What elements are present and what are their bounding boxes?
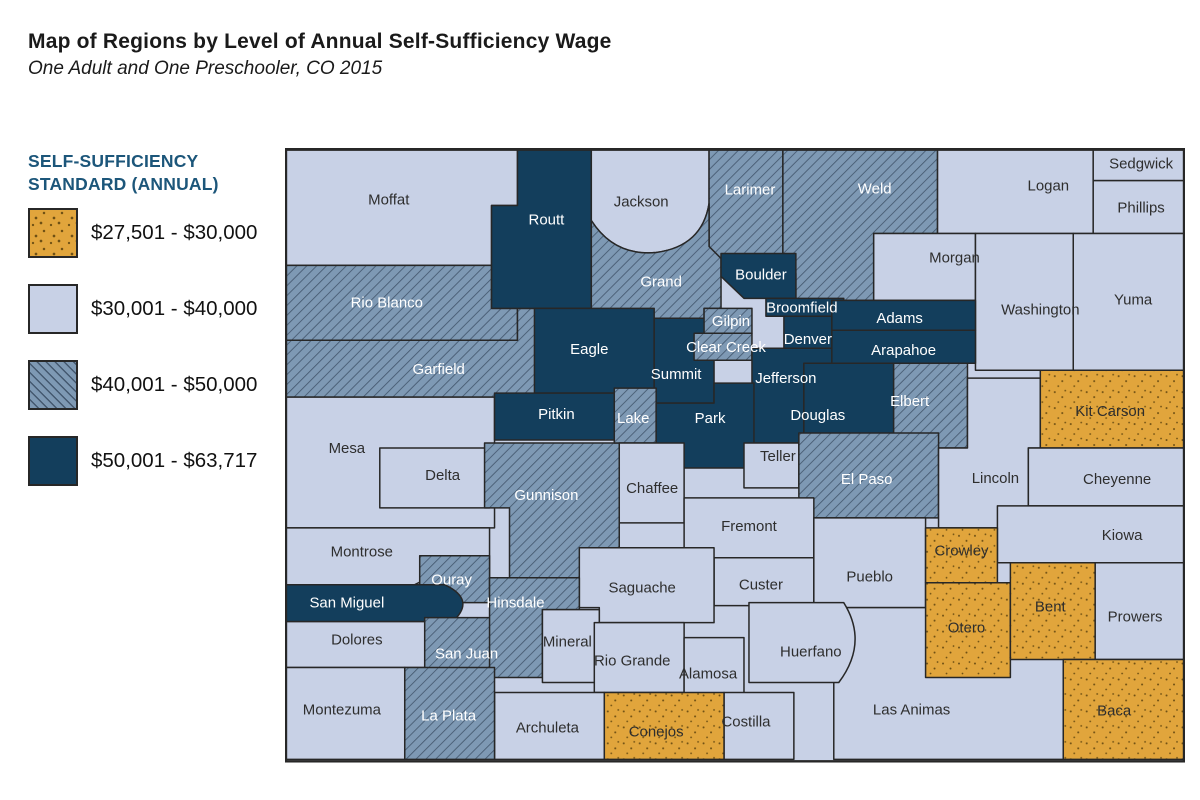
county-label-delta: Delta	[425, 467, 461, 484]
legend-swatch-hatch-3	[28, 359, 78, 410]
county-label-larimer: Larimer	[725, 182, 776, 199]
county-label-chaffee: Chaffee	[626, 480, 678, 497]
county-label-grand: Grand	[640, 273, 682, 290]
county-label-boulder: Boulder	[735, 266, 787, 283]
county-label-layer: Moffat Rio Blanco Garfield Mesa Delta Montros…	[303, 156, 1174, 741]
county-label-custer: Custer	[739, 577, 783, 594]
county-label-moffat: Moffat	[368, 192, 410, 209]
county-label-gunnison: Gunnison	[514, 487, 578, 504]
county-label-gilpin: Gilpin	[712, 313, 750, 330]
county-label-rio-blanco: Rio Blanco	[351, 294, 423, 311]
county-label-hinsdale: Hinsdale	[486, 595, 544, 612]
county-morgan	[872, 232, 977, 302]
state-border	[284, 148, 1186, 763]
county-label-jefferson: Jefferson	[755, 370, 816, 387]
title-block: Map of Regions by Level of Annual Self-S…	[28, 30, 612, 80]
county-label-logan: Logan	[1028, 178, 1070, 195]
county-label-crowley: Crowley	[934, 543, 989, 560]
colorado-county-map: Moffat Rio Blanco Garfield Mesa Delta Montros…	[284, 147, 1186, 763]
legend-item-4: $50,001 - $63,717	[28, 435, 278, 486]
county-label-teller: Teller	[760, 448, 796, 465]
county-label-montezuma: Montezuma	[303, 701, 382, 718]
county-label-clear-creek: Clear Creek	[686, 339, 766, 356]
county-label-prowers: Prowers	[1108, 609, 1163, 626]
legend-range-label: $30,001 - $40,000	[91, 296, 258, 320]
county-label-kiowa: Kiowa	[1102, 527, 1143, 544]
county-label-las-animas: Las Animas	[873, 701, 950, 718]
county-pueblo	[813, 517, 927, 609]
county-label-broomfield: Broomfield	[766, 299, 837, 316]
county-label-yuma: Yuma	[1114, 291, 1153, 308]
county-label-conejos: Conejos	[629, 723, 684, 740]
county-label-summit: Summit	[651, 366, 703, 383]
county-label-kit-carson: Kit Carson	[1075, 403, 1145, 420]
county-label-weld: Weld	[858, 181, 892, 198]
county-label-dolores: Dolores	[331, 632, 383, 649]
map-container: Moffat Rio Blanco Garfield Mesa Delta Montros…	[284, 147, 1186, 763]
county-label-arapahoe: Arapahoe	[871, 342, 936, 359]
county-label-otero: Otero	[948, 620, 985, 637]
county-label-sedgwick: Sedgwick	[1109, 156, 1174, 173]
county-label-denver: Denver	[784, 331, 832, 348]
county-label-ouray: Ouray	[431, 572, 472, 589]
county-label-phillips: Phillips	[1117, 200, 1164, 217]
legend-item-3: $40,001 - $50,000	[28, 359, 278, 410]
legend-swatch-solid-4	[28, 435, 78, 486]
county-label-routt: Routt	[529, 211, 566, 228]
county-label-huerfano: Huerfano	[780, 644, 842, 661]
legend-range-label: $50,001 - $63,717	[91, 448, 258, 472]
county-label-alamosa: Alamosa	[679, 665, 738, 682]
legend: SELF-SUFFICIENCY STANDARD (ANNUAL) $27,5…	[28, 150, 278, 512]
county-douglas	[803, 362, 895, 444]
county-label-adams: Adams	[876, 310, 923, 327]
legend-range-label: $27,501 - $30,000	[91, 220, 258, 244]
county-label-pitkin: Pitkin	[538, 406, 575, 423]
county-label-eagle: Eagle	[570, 341, 608, 358]
county-label-jackson: Jackson	[614, 194, 669, 211]
legend-swatch-dots-1	[28, 207, 78, 258]
legend-item-1: $27,501 - $30,000	[28, 207, 278, 258]
legend-title: SELF-SUFFICIENCY STANDARD (ANNUAL)	[28, 151, 219, 194]
county-label-lincoln: Lincoln	[972, 470, 1019, 487]
map-title: Map of Regions by Level of Annual Self-S…	[28, 30, 612, 53]
county-label-la-plata: La Plata	[421, 707, 477, 724]
county-label-washington: Washington	[1001, 301, 1079, 318]
county-label-mesa: Mesa	[329, 440, 366, 457]
county-label-douglas: Douglas	[790, 407, 845, 424]
county-label-elbert: Elbert	[890, 393, 930, 410]
county-label-morgan: Morgan	[929, 249, 980, 266]
county-label-bent: Bent	[1035, 599, 1067, 616]
county-layer	[284, 147, 1186, 763]
county-label-park: Park	[695, 410, 726, 427]
county-label-cheyenne: Cheyenne	[1083, 471, 1151, 488]
county-huerfano	[748, 601, 856, 684]
county-label-pueblo: Pueblo	[846, 569, 893, 586]
legend-items: $27,501 - $30,000 $30,001 - $40,000 $40,00…	[28, 207, 278, 486]
legend-swatch-solid-2	[28, 283, 78, 334]
county-label-archuleta: Archuleta	[516, 719, 580, 736]
county-label-montrose: Montrose	[331, 544, 393, 561]
county-label-saguache: Saguache	[609, 580, 676, 597]
map-subtitle: One Adult and One Preschooler, CO 2015	[28, 58, 383, 79]
county-label-costilla: Costilla	[721, 713, 771, 730]
county-label-rio-grande: Rio Grande	[594, 652, 670, 669]
county-label-garfield: Garfield	[412, 361, 464, 378]
county-label-san-miguel: San Miguel	[309, 595, 384, 612]
legend-item-2: $30,001 - $40,000	[28, 283, 278, 334]
county-kiowa	[996, 505, 1186, 564]
county-logan	[936, 147, 1094, 235]
county-label-mineral: Mineral	[543, 634, 592, 651]
county-label-lake: Lake	[617, 410, 649, 427]
county-label-baca: Baca	[1097, 702, 1132, 719]
county-otero	[924, 581, 1012, 679]
county-label-el-paso: El Paso	[841, 471, 893, 488]
legend-range-label: $40,001 - $50,000	[91, 372, 258, 396]
county-label-san-juan: San Juan	[435, 646, 498, 663]
county-pitkin	[493, 392, 616, 441]
county-label-fremont: Fremont	[721, 518, 778, 535]
